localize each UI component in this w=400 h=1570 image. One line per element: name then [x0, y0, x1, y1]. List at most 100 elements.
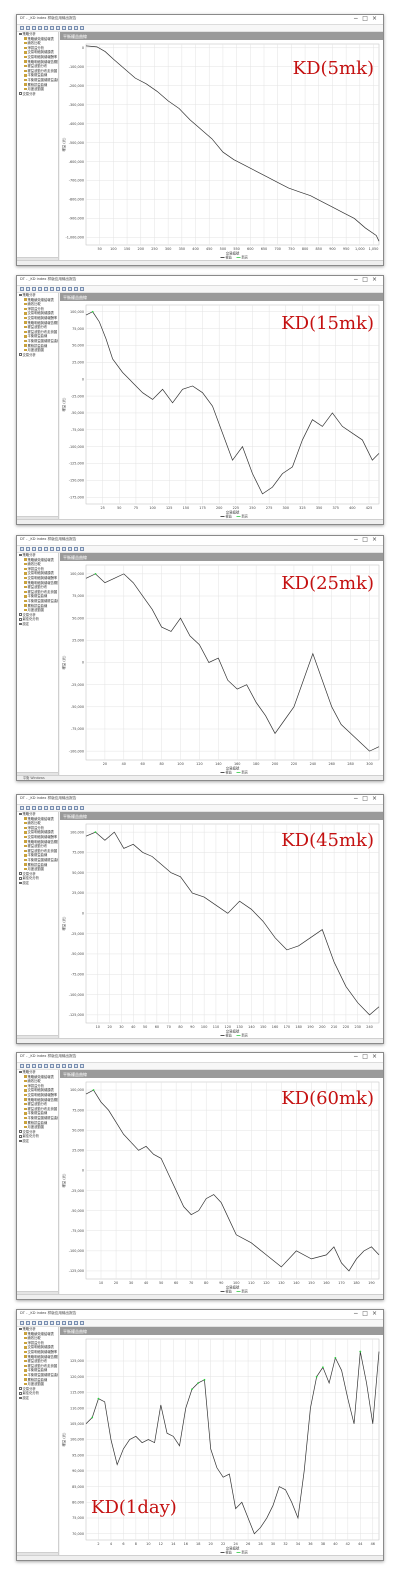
zoom-out-icon[interactable] — [74, 806, 78, 810]
tree-item[interactable]: 交易明細與總額表 — [17, 830, 58, 835]
tree-item[interactable]: 策略分析 — [17, 812, 58, 817]
tree-item[interactable]: 平衡權益曲線 — [17, 853, 58, 858]
tree-item[interactable]: 最佳化分析 — [17, 1134, 58, 1139]
tree-item[interactable]: 平衡權益圖總權益曲線 — [17, 339, 58, 344]
forward-icon[interactable] — [26, 1321, 30, 1325]
tree-item[interactable]: 累積損益曲線 — [17, 1378, 58, 1383]
tree-item[interactable]: 交易明細與總額表 — [17, 50, 58, 55]
tree-item[interactable]: 策略明細與總報告關於 — [17, 1355, 58, 1360]
maximize-button[interactable]: □ — [362, 1310, 372, 1317]
tree-item[interactable]: 平衡權益曲線 — [17, 1111, 58, 1116]
zoom-out-icon[interactable] — [74, 1321, 78, 1325]
refresh-icon[interactable] — [62, 547, 66, 551]
tree-scrollbar[interactable] — [17, 772, 58, 776]
tree-item[interactable]: 最佳化分析 — [17, 876, 58, 881]
maximize-button[interactable]: □ — [362, 536, 372, 543]
tree-item[interactable]: 交易明細與總報酬率 — [17, 55, 58, 60]
tree-item[interactable]: 權益波動分布走勢圖 — [17, 849, 58, 854]
tree-item[interactable]: 權益波動分布走勢圖 — [17, 69, 58, 74]
save-icon[interactable] — [38, 806, 42, 810]
tree-item[interactable]: 權益波動分布走勢圖 — [17, 1364, 58, 1369]
up-icon[interactable] — [32, 1064, 36, 1068]
back-icon[interactable] — [20, 287, 24, 291]
zoom-out-icon[interactable] — [74, 1064, 78, 1068]
forward-icon[interactable] — [26, 1064, 30, 1068]
tree-scrollbar[interactable] — [17, 516, 58, 520]
tree-item[interactable]: 績效比較 — [17, 821, 58, 826]
chart-icon[interactable] — [56, 1321, 60, 1325]
tree-item[interactable]: 交易明細與總額表 — [17, 1088, 58, 1093]
tree-item[interactable]: 月度波動圖 — [17, 1125, 58, 1130]
print-icon[interactable] — [44, 547, 48, 551]
close-button[interactable]: × — [371, 536, 381, 543]
close-button[interactable]: × — [371, 795, 381, 802]
tree-item[interactable]: 平衡權益曲線 — [17, 594, 58, 599]
minimize-button[interactable]: − — [353, 15, 363, 22]
chart-icon[interactable] — [56, 26, 60, 30]
tree-item[interactable]: 策略明細與總報告關於 — [17, 581, 58, 586]
zoom-out-icon[interactable] — [74, 547, 78, 551]
forward-icon[interactable] — [26, 26, 30, 30]
tree-item[interactable]: 策略績效總結報表 — [17, 37, 58, 42]
up-icon[interactable] — [32, 287, 36, 291]
print-icon[interactable] — [44, 287, 48, 291]
refresh-icon[interactable] — [62, 26, 66, 30]
up-icon[interactable] — [32, 806, 36, 810]
tree-item[interactable]: 設定 — [17, 1396, 58, 1401]
tree-item[interactable]: 平衡權益曲線 — [17, 1368, 58, 1373]
tree-item[interactable]: 累積損益曲線 — [17, 344, 58, 349]
tree-item[interactable]: 淨損益分析 — [17, 307, 58, 312]
minimize-button[interactable]: − — [353, 795, 363, 802]
tree-item[interactable]: 權益波動分布走勢圖 — [17, 590, 58, 595]
minimize-button[interactable]: − — [353, 276, 363, 283]
tree-item[interactable]: 累積損益曲線 — [17, 83, 58, 88]
forward-icon[interactable] — [26, 547, 30, 551]
tree-item[interactable]: 權益波動分布 — [17, 1359, 58, 1364]
tree-item[interactable]: 策略分析 — [17, 1327, 58, 1332]
tree-item[interactable]: 交易明細與總報酬率 — [17, 1350, 58, 1355]
zoom-in-icon[interactable] — [68, 1321, 72, 1325]
maximize-button[interactable]: □ — [362, 1053, 372, 1060]
tree-item[interactable]: 策略分析 — [17, 1070, 58, 1075]
tree-item[interactable]: 最佳化分析 — [17, 1391, 58, 1396]
zoom-in-icon[interactable] — [68, 547, 72, 551]
window-controls[interactable]: −□× — [353, 536, 381, 543]
zoom-in-icon[interactable] — [68, 287, 72, 291]
tree-item[interactable]: 交易明細與總報酬率 — [17, 316, 58, 321]
print-icon[interactable] — [44, 1064, 48, 1068]
tree-item[interactable]: 權益波動分布 — [17, 585, 58, 590]
tree-item[interactable]: 權益波動分布走勢圖 — [17, 330, 58, 335]
tree-item[interactable]: 策略績效總結報表 — [17, 558, 58, 563]
tree-item[interactable]: 交易明細與總報酬率 — [17, 1093, 58, 1098]
tree-item[interactable]: 交易分析 — [17, 1387, 58, 1392]
tree-item[interactable]: 設定 — [17, 1139, 58, 1144]
copy-icon[interactable] — [50, 1064, 54, 1068]
refresh-icon[interactable] — [62, 1064, 66, 1068]
tree-item[interactable]: 績效比較 — [17, 562, 58, 567]
copy-icon[interactable] — [50, 1321, 54, 1325]
copy-icon[interactable] — [50, 806, 54, 810]
tree-item[interactable]: 權益波動分布走勢圖 — [17, 1107, 58, 1112]
print-icon[interactable] — [44, 806, 48, 810]
tree-item[interactable]: 設定 — [17, 622, 58, 627]
zoom-out-icon[interactable] — [74, 26, 78, 30]
tree-item[interactable]: 交易明細與總額表 — [17, 311, 58, 316]
save-icon[interactable] — [38, 1064, 42, 1068]
tree-item[interactable]: 交易明細與總報酬率 — [17, 576, 58, 581]
chart-icon[interactable] — [56, 1064, 60, 1068]
tree-item[interactable]: 交易分析 — [17, 872, 58, 877]
tree-item[interactable]: 淨損益分析 — [17, 1084, 58, 1089]
tree-item[interactable]: 淨損益分析 — [17, 826, 58, 831]
tree-item[interactable]: 累積損益曲線 — [17, 1121, 58, 1126]
up-icon[interactable] — [32, 26, 36, 30]
tree-item[interactable]: 策略明細與總報告關於 — [17, 1098, 58, 1103]
zoom-in-icon[interactable] — [68, 1064, 72, 1068]
tree-item[interactable]: 平衡權益曲線 — [17, 73, 58, 78]
tree-scrollbar[interactable] — [17, 257, 58, 261]
tree-item[interactable]: 平衡權益圖總權益曲線 — [17, 858, 58, 863]
maximize-button[interactable]: □ — [362, 795, 372, 802]
tree-item[interactable]: 設定 — [17, 881, 58, 886]
tree-item[interactable]: 月度波動圖 — [17, 608, 58, 613]
maximize-button[interactable]: □ — [362, 15, 372, 22]
forward-icon[interactable] — [26, 806, 30, 810]
